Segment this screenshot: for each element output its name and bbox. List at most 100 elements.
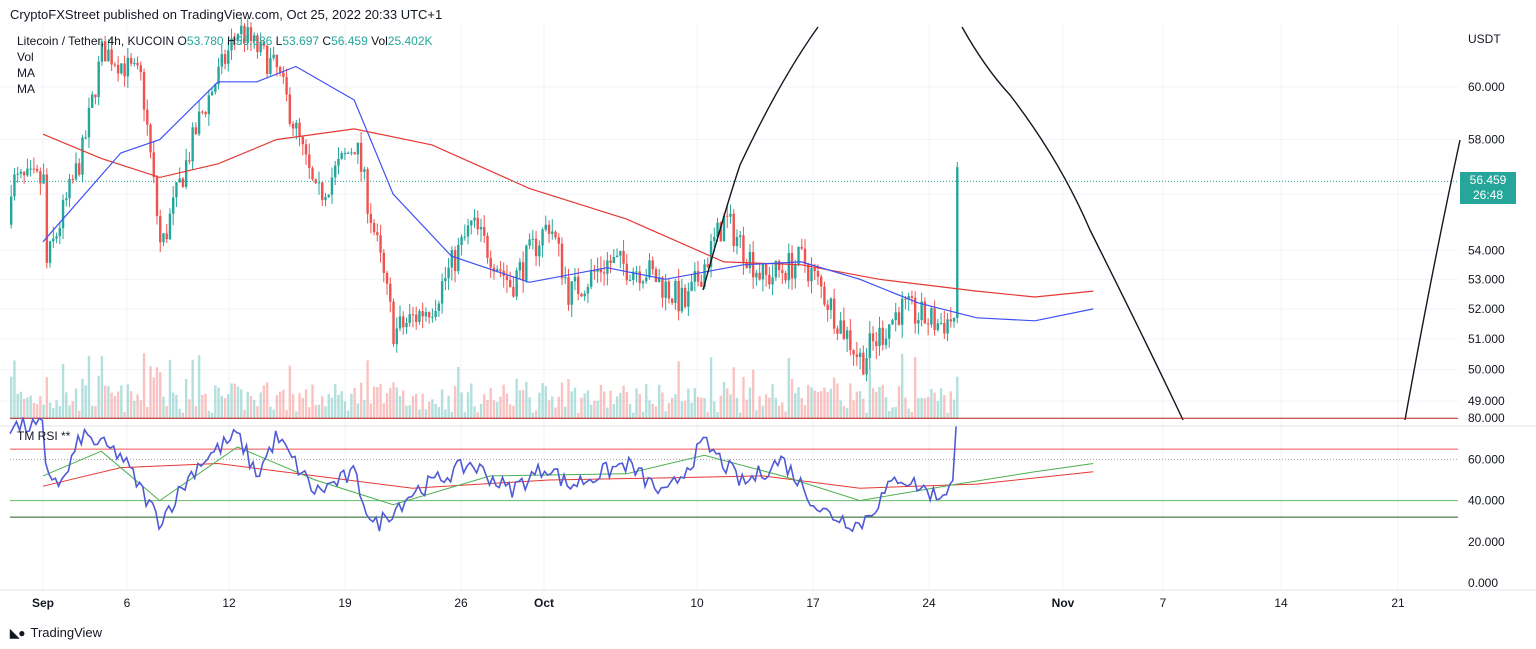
volume-bar bbox=[625, 392, 628, 419]
volume-bar bbox=[466, 392, 470, 419]
candle-body bbox=[408, 314, 411, 323]
volume-bar bbox=[638, 393, 641, 419]
volume-bar bbox=[356, 403, 360, 419]
candle-body bbox=[732, 213, 735, 247]
volume-bar bbox=[272, 409, 275, 419]
time-axis-tick-label: 14 bbox=[1274, 596, 1288, 610]
candle-body bbox=[599, 268, 603, 273]
candle-body bbox=[794, 264, 797, 279]
volume-bar bbox=[557, 396, 560, 419]
candle-body bbox=[334, 165, 337, 178]
candle-body bbox=[852, 349, 855, 355]
candle-body bbox=[606, 260, 609, 274]
volume-bar bbox=[103, 385, 107, 419]
price-axis-tick-label: 60.000 bbox=[1468, 80, 1505, 94]
candle-body bbox=[35, 168, 39, 172]
volume-bar bbox=[334, 384, 337, 419]
volume-bar bbox=[777, 405, 781, 419]
candle-body bbox=[913, 297, 917, 324]
volume-bar bbox=[586, 390, 590, 419]
drawing-curve-recovery bbox=[1404, 139, 1461, 421]
volume-bar bbox=[207, 410, 211, 419]
volume-bar bbox=[852, 400, 855, 419]
candle-body bbox=[939, 323, 943, 325]
candle-body bbox=[703, 264, 706, 287]
volume-bar bbox=[240, 389, 243, 419]
candle-body bbox=[868, 333, 871, 359]
volume-bar bbox=[275, 395, 279, 419]
candle-body bbox=[949, 319, 952, 322]
volume-bar bbox=[398, 396, 402, 419]
candle-body bbox=[849, 330, 852, 350]
indicator-ma-fast[interactable]: MA bbox=[17, 66, 35, 80]
time-axis-tick-label: Sep bbox=[32, 596, 54, 610]
candle-body bbox=[816, 271, 820, 277]
volume-bar bbox=[473, 406, 476, 419]
candle-body bbox=[376, 232, 379, 236]
volume-bar bbox=[376, 386, 379, 419]
volume-bar bbox=[836, 383, 839, 419]
indicator-ma-slow[interactable]: MA bbox=[17, 82, 35, 96]
volume-bar bbox=[525, 381, 528, 419]
volume-bar bbox=[470, 383, 473, 419]
volume-bar bbox=[845, 408, 849, 419]
candle-body bbox=[855, 354, 859, 357]
candle-body bbox=[622, 251, 625, 264]
rsi-indicator-label[interactable]: TM RSI ** bbox=[17, 429, 71, 443]
rsi-axis-tick-label: 0.000 bbox=[1468, 576, 1498, 590]
candle-body bbox=[508, 279, 512, 287]
legend: Litecoin / Tether, 4h, KUCOIN O53.780 H5… bbox=[17, 33, 433, 97]
volume-bar bbox=[897, 386, 901, 419]
candle-body bbox=[894, 312, 897, 321]
candle-body bbox=[577, 276, 580, 294]
tradingview-logo[interactable]: ◣● TradingView bbox=[10, 625, 102, 640]
candle-body bbox=[615, 255, 619, 258]
candle-body bbox=[871, 333, 875, 342]
indicator-vol[interactable]: Vol bbox=[17, 50, 34, 64]
candle-body bbox=[858, 352, 862, 357]
volume-bar bbox=[619, 392, 622, 419]
volume-bar bbox=[541, 383, 544, 419]
volume-bar bbox=[58, 406, 61, 419]
volume-bar bbox=[739, 412, 742, 419]
candle-body bbox=[781, 270, 784, 274]
volume-bar bbox=[262, 385, 266, 419]
volume-bar bbox=[729, 394, 732, 419]
volume-bar bbox=[298, 393, 301, 419]
volume-bar bbox=[411, 395, 415, 419]
candle-body bbox=[431, 316, 434, 318]
candle-body bbox=[26, 168, 29, 176]
volume-bar bbox=[683, 400, 687, 419]
candle-body bbox=[700, 281, 703, 287]
candle-body bbox=[907, 296, 910, 300]
candle-body bbox=[256, 35, 259, 53]
volume-bar bbox=[26, 397, 29, 419]
volume-bar bbox=[22, 398, 26, 419]
volume-bar bbox=[113, 396, 117, 419]
candle-body bbox=[301, 136, 304, 145]
volume-bar bbox=[764, 394, 768, 419]
candle-body bbox=[58, 228, 61, 237]
volume-bar bbox=[210, 412, 214, 419]
candle-body bbox=[327, 194, 330, 198]
volume-bar bbox=[285, 409, 288, 419]
volume-bar bbox=[826, 391, 829, 419]
candle-body bbox=[648, 260, 651, 278]
candle-body bbox=[696, 271, 700, 282]
volume-bar bbox=[492, 400, 496, 419]
candle-body bbox=[16, 173, 19, 175]
volume-bar bbox=[674, 394, 677, 419]
volume-bar bbox=[956, 376, 959, 419]
volume-bar bbox=[440, 389, 444, 419]
volume-bar bbox=[243, 409, 246, 419]
volume-bar bbox=[52, 408, 55, 419]
volume-bar bbox=[97, 375, 100, 419]
candle-body bbox=[298, 122, 301, 137]
legend-symbol-row[interactable]: Litecoin / Tether, 4h, KUCOIN O53.780 H5… bbox=[17, 33, 433, 49]
candle-body bbox=[369, 213, 373, 223]
volume-bar bbox=[155, 367, 159, 419]
volume-bar bbox=[803, 405, 807, 419]
volume-bar bbox=[693, 388, 697, 419]
volume-bar bbox=[142, 353, 146, 419]
